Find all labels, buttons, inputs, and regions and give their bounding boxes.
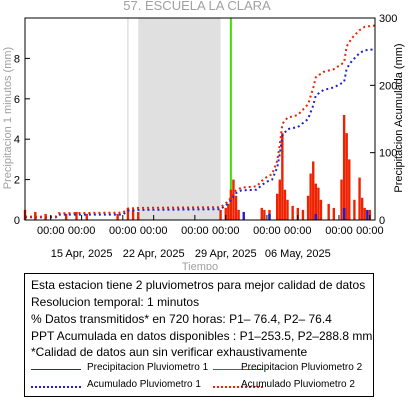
info-line-transmitted: % Datos transmitidos* en 720 horas: P1– …: [31, 312, 332, 326]
precip-bar: [263, 209, 266, 220]
y-axis-left-label: Precipitacion 1 minutos (mm): [2, 47, 14, 189]
legend-swatch-p1-acc: [31, 386, 81, 388]
precip-bar: [281, 133, 284, 220]
x-tick-label: 00:00: [140, 225, 168, 237]
x-axis-label: Tiempo: [182, 261, 218, 270]
info-line-resolution: Resolucion temporal: 1 minutos: [31, 295, 200, 309]
precip-bar: [291, 205, 294, 220]
y-left-tick-label: 4: [14, 134, 20, 146]
y-left-tick-label: 8: [14, 53, 20, 65]
x-tick-label: 00:00: [284, 225, 312, 237]
info-line-quality: *Calidad de datos aun sin verificar exha…: [31, 345, 308, 359]
precip-bar: [353, 199, 356, 220]
precip-bar: [278, 179, 281, 220]
precip-bar: [342, 114, 346, 220]
x-tick-label: 00:00: [37, 225, 65, 237]
precip-bar: [358, 177, 361, 220]
chart-title: 57. ESCUELA LA CLARA: [123, 0, 271, 13]
precip-bar: [366, 209, 369, 220]
x-date-label: 29 Apr, 2025: [195, 248, 257, 260]
legend-swatch-p2-bars: [213, 369, 263, 370]
precip-bar: [137, 211, 140, 220]
precip-bar: [319, 199, 323, 220]
precip-bar: [224, 207, 227, 220]
precip-bar: [116, 213, 119, 220]
precip-bar: [234, 195, 238, 220]
x-tick-label: 00:00: [68, 225, 96, 237]
legend-label-p1-acc: Acumulado Pluviometro 1: [87, 379, 201, 390]
legend-label-p2-bars: Precipitacion Pluviometro 2: [241, 362, 363, 373]
precip-bar: [232, 179, 235, 220]
precip-bar: [242, 211, 245, 220]
precip-bar: [296, 207, 299, 220]
plot-frame: [24, 17, 376, 221]
precip-bar: [368, 209, 372, 220]
precip-bar: [317, 187, 320, 220]
legend-swatch-p1-bars: [31, 369, 81, 370]
y-left-tick-label: 2: [14, 175, 20, 187]
x-tick-label: 00:00: [325, 225, 353, 237]
precip-bar: [283, 189, 287, 220]
x-date-label: 06 May, 2025: [265, 248, 331, 260]
precip-bar: [363, 207, 366, 220]
precip-bar: [301, 209, 305, 220]
x-date-label: 15 Apr, 2025: [51, 248, 113, 260]
x-tick-label: 00:00: [356, 225, 384, 237]
precip-bar: [276, 193, 279, 220]
precip-bar: [227, 203, 230, 220]
precip-bar: [345, 133, 348, 220]
precip-bar: [340, 179, 343, 220]
x-tick-label: 00:00: [181, 225, 209, 237]
x-tick-label: 00:00: [212, 225, 240, 237]
precip-bar: [260, 207, 263, 220]
y-axis-right-label: Precipitacion Acumulada (mm): [393, 43, 405, 192]
y-right-tick-label: 200: [379, 80, 397, 92]
precip-bar: [342, 207, 346, 220]
acumulado-p1-line: [25, 48, 376, 219]
precip-bar: [314, 213, 318, 220]
info-line-stations: Esta estacion tiene 2 pluviometros para …: [31, 278, 366, 292]
precip-bar: [314, 183, 318, 220]
precipitation-chart: 57. ESCUELA LA CLARA 0 2 4 6 8 0 100 200 300 00…: [2, 0, 405, 270]
precip-bar: [126, 207, 130, 220]
x-tick-label: 00:00: [109, 225, 137, 237]
info-line-accumulated: PPT Acumulada en datos disponibles : P1–…: [31, 329, 373, 343]
precip-bar: [75, 211, 78, 220]
y-left-tick-label: 0: [14, 215, 20, 227]
precip-bar: [286, 199, 289, 220]
legend-label-p1-bars: Precipitacion Pluviometro 1: [87, 362, 209, 373]
precip-bar: [306, 195, 310, 220]
precip-bar: [312, 161, 315, 220]
precip-bar: [268, 213, 271, 220]
precip-bar: [219, 209, 222, 220]
x-date-label: 22 Apr, 2025: [123, 248, 185, 260]
precip-bar: [229, 189, 233, 220]
precip-bar: [360, 197, 364, 220]
precip-bar: [131, 209, 135, 220]
precip-bar: [237, 209, 240, 220]
precip-bar: [327, 203, 330, 220]
precip-bar: [64, 213, 68, 220]
precip-bar: [85, 213, 88, 220]
x-tick-label: 00:00: [253, 225, 281, 237]
y-right-tick-label: 100: [379, 148, 397, 160]
y-right-tick-label: 300: [379, 13, 397, 25]
legend-label-p2-acc: Acumulado Pluviometro 2: [241, 379, 355, 390]
legend-swatch-p2-acc: [213, 386, 263, 388]
precip-bar: [309, 173, 312, 220]
info-box: Esta estacion tiene 2 pluviometros para …: [24, 273, 374, 397]
acumulado-p2-line: [25, 24, 376, 218]
y-left-tick-label: 6: [14, 94, 20, 106]
y-right-tick-label: 0: [379, 215, 385, 227]
precip-bar: [332, 207, 336, 220]
precip-bar: [348, 159, 351, 220]
gap-region: [138, 18, 221, 220]
